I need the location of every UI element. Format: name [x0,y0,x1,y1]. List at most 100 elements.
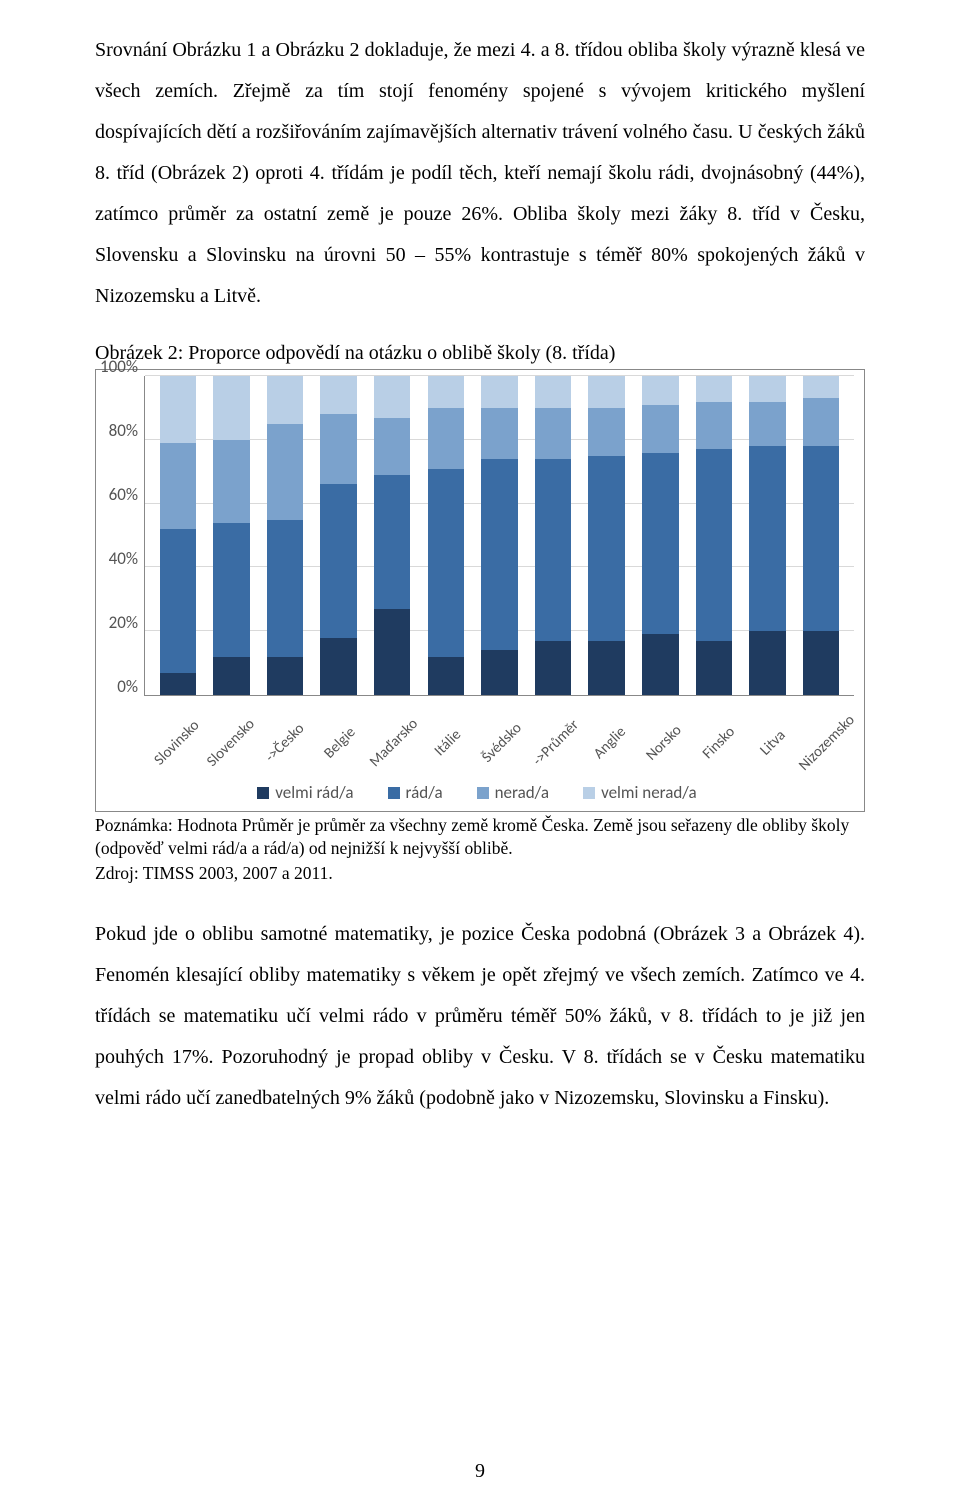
bar-slot [634,376,688,695]
bar-segment-nerad [696,402,732,450]
bar-slot [741,376,795,695]
stacked-bar [803,376,839,695]
page-number: 9 [0,1460,960,1483]
bar-slot [580,376,634,695]
bar-segment-velmi_rad [749,631,785,695]
stacked-bar [642,376,678,695]
x-label: Maďarsko [367,696,421,774]
stacked-bar [481,376,517,695]
x-label: Finsko [692,696,746,774]
bar-segment-velmi_rad [588,641,624,695]
x-label: Belgie [312,696,366,774]
legend-item: nerad/a [477,782,549,803]
bar-segment-nerad [374,418,410,475]
bar-segment-rad [428,469,464,657]
x-label: Litva [746,696,800,774]
bar-slot [312,376,366,695]
bar-segment-velmi_rad [213,657,249,695]
bar-segment-velmi_rad [374,609,410,695]
bar-segment-nerad [213,440,249,523]
stacked-bar [588,376,624,695]
x-label: Švédsko [475,696,529,774]
bar-slot [794,376,848,695]
paragraph-1: Srovnání Obrázku 1 a Obrázku 2 dokladuje… [95,30,865,317]
bar-segment-nerad [160,443,196,529]
stacked-bar [696,376,732,695]
bar-segment-rad [803,446,839,631]
bar-segment-nerad [320,414,356,484]
bar-segment-rad [749,446,785,631]
x-label: Itálie [421,696,475,774]
legend-item: rád/a [388,782,443,803]
y-axis: 100%80%60%40%20%0% [100,376,144,696]
bar-segment-velmi_rad [267,657,303,695]
bar-segment-nerad [642,405,678,453]
bar-segment-velmi_rad [535,641,571,695]
bar-slot [687,376,741,695]
bar-segment-velmi_rad [481,650,517,695]
chart-container: 100%80%60%40%20%0% SlovinskoSlovensko->Č… [95,369,865,812]
chart-title: Obrázek 2: Proporce odpovědí na otázku o… [95,339,865,367]
bar-segment-rad [213,523,249,657]
bars-area [144,376,854,696]
stacked-bar [320,376,356,695]
x-axis-labels: SlovinskoSlovensko->ČeskoBelgieMaďarskoI… [100,696,854,774]
bar-slot [258,376,312,695]
x-label: Anglie [583,696,637,774]
bar-segment-velmi_nerad [267,376,303,424]
bar-slot [205,376,259,695]
bar-segment-velmi_nerad [428,376,464,408]
bar-segment-nerad [481,408,517,459]
bar-segment-velmi_nerad [588,376,624,408]
legend-swatch [583,787,595,799]
chart-note-2: Zdroj: TIMSS 2003, 2007 a 2011. [95,862,865,885]
stacked-bar [267,376,303,695]
bar-segment-velmi_nerad [535,376,571,408]
x-label: Nizozemsko [800,696,854,774]
x-label: Slovinsko [150,696,204,774]
stacked-bar [428,376,464,695]
legend-swatch [257,787,269,799]
chart-note-1: Poznámka: Hodnota Průměr je průměr za vš… [95,814,865,860]
bar-segment-rad [160,529,196,673]
stacked-bar [535,376,571,695]
bar-segment-velmi_nerad [213,376,249,440]
bar-segment-velmi_rad [642,634,678,695]
x-label: ->Průměr [529,696,583,774]
bar-segment-velmi_rad [803,631,839,695]
legend-item: velmi nerad/a [583,782,697,803]
bar-segment-velmi_nerad [642,376,678,405]
bar-slot [365,376,419,695]
bar-segment-velmi_rad [696,641,732,695]
bar-segment-velmi_nerad [160,376,196,443]
bar-segment-nerad [749,402,785,447]
bar-segment-nerad [803,398,839,446]
plot-area: 100%80%60%40%20%0% [100,376,854,696]
bar-slot [419,376,473,695]
bar-slot [526,376,580,695]
x-label: ->Česko [258,696,312,774]
bar-segment-rad [535,459,571,641]
bar-segment-velmi_nerad [481,376,517,408]
bar-segment-rad [481,459,517,650]
bar-segment-rad [642,453,678,635]
bar-segment-rad [267,520,303,657]
stacked-bar [213,376,249,695]
bar-segment-rad [320,484,356,637]
bar-segment-nerad [267,424,303,520]
bar-segment-nerad [535,408,571,459]
stacked-bar [160,376,196,695]
bar-segment-rad [374,475,410,609]
bar-segment-velmi_rad [160,673,196,695]
bar-segment-velmi_nerad [749,376,785,402]
legend-swatch [388,787,400,799]
bar-segment-nerad [428,408,464,469]
bar-segment-velmi_rad [320,638,356,695]
legend-swatch [477,787,489,799]
paragraph-2: Pokud jde o oblibu samotné matematiky, j… [95,914,865,1119]
legend-label: nerad/a [495,782,549,803]
bar-slot [473,376,527,695]
legend: velmi rád/arád/anerad/avelmi nerad/a [100,774,854,805]
stacked-bar [749,376,785,695]
bar-segment-nerad [588,408,624,456]
